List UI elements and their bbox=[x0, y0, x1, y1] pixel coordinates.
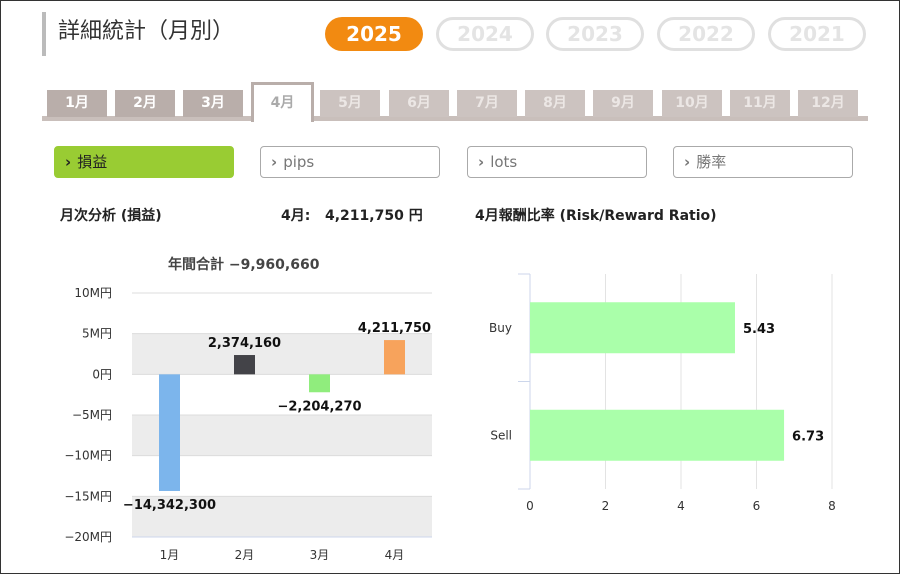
page-title-text: 詳細統計（月別） bbox=[58, 19, 235, 44]
metric-button-label: lots bbox=[490, 153, 518, 171]
bar bbox=[530, 409, 785, 461]
bar bbox=[159, 374, 180, 491]
month-tab-11: 11月 bbox=[730, 90, 790, 117]
metric-button-label: 損益 bbox=[77, 153, 108, 171]
year-tab-3[interactable]: 2022 bbox=[657, 17, 755, 51]
x-tick-label: 2月 bbox=[235, 548, 255, 562]
month-tab-7: 7月 bbox=[457, 90, 517, 117]
y-tick-label: 5M円 bbox=[82, 327, 112, 341]
data-label: −2,204,270 bbox=[277, 399, 361, 414]
current-month-value: 4,211,750 円 bbox=[325, 208, 423, 224]
y-tick-label: −20M円 bbox=[64, 530, 112, 544]
chevron-right-icon: › bbox=[271, 153, 278, 171]
metric-button-label: 勝率 bbox=[696, 153, 727, 171]
metric-button-label: pips bbox=[283, 153, 315, 171]
data-label: 6.73 bbox=[792, 429, 824, 444]
month-tab-3[interactable]: 3月 bbox=[183, 90, 243, 117]
bar bbox=[384, 340, 405, 375]
data-label: 4,211,750 bbox=[358, 321, 431, 336]
x-tick-label: 8 bbox=[828, 499, 836, 513]
month-tab-2[interactable]: 2月 bbox=[115, 90, 175, 117]
x-tick-label: 6 bbox=[753, 499, 761, 513]
month-tab-4[interactable]: 4月 bbox=[251, 82, 314, 122]
plot-band bbox=[132, 496, 432, 537]
bar bbox=[530, 302, 735, 354]
y-tick-label: 10M円 bbox=[74, 286, 112, 300]
month-tab-8: 8月 bbox=[525, 90, 585, 117]
x-tick-label: 2 bbox=[602, 499, 610, 513]
month-tabs-baseline bbox=[42, 116, 868, 121]
y-tick-label: −10M円 bbox=[64, 449, 112, 463]
bar bbox=[234, 355, 255, 375]
chevron-right-icon: › bbox=[684, 153, 691, 171]
y-tick-label: Buy bbox=[489, 321, 512, 335]
metric-button-winrate[interactable]: › 勝率 bbox=[673, 146, 853, 178]
data-label: 2,374,160 bbox=[208, 336, 281, 351]
month-tab-6: 6月 bbox=[389, 90, 449, 117]
annual-total: 年間合計 −9,960,660 bbox=[168, 257, 320, 273]
y-tick-label: −5M円 bbox=[72, 408, 112, 422]
data-label: 5.43 bbox=[743, 322, 775, 337]
y-tick-label: 0円 bbox=[92, 367, 112, 381]
month-tab-10: 10月 bbox=[662, 90, 722, 117]
year-tab-2[interactable]: 2023 bbox=[546, 17, 644, 51]
x-tick-label: 0 bbox=[526, 499, 534, 513]
current-month-label: 4月: bbox=[281, 208, 311, 224]
metric-button-lots[interactable]: › lots bbox=[467, 146, 647, 178]
x-tick-label: 1月 bbox=[160, 548, 180, 562]
plot-band bbox=[132, 415, 432, 456]
year-tab-0[interactable]: 2025 bbox=[325, 17, 423, 51]
monthly-analysis-heading: 月次分析 (損益) bbox=[60, 208, 162, 224]
month-tab-5: 5月 bbox=[320, 90, 380, 117]
year-tab-1[interactable]: 2024 bbox=[436, 17, 534, 51]
metric-button-pips[interactable]: › pips bbox=[260, 146, 440, 178]
rr-heading: 4月報酬比率 (Risk/Reward Ratio) bbox=[475, 208, 717, 224]
year-tab-4[interactable]: 2021 bbox=[768, 17, 866, 51]
month-tab-9: 9月 bbox=[593, 90, 653, 117]
x-tick-label: 4月 bbox=[385, 548, 405, 562]
y-tick-label: Sell bbox=[490, 428, 512, 442]
plot-band bbox=[132, 333, 432, 375]
x-tick-label: 4 bbox=[677, 499, 685, 513]
metric-button-profit[interactable]: › 損益 bbox=[54, 146, 234, 178]
chevron-right-icon: › bbox=[478, 153, 485, 171]
month-tab-1[interactable]: 1月 bbox=[47, 90, 107, 117]
y-tick-label: −15M円 bbox=[64, 489, 112, 503]
chevron-right-icon: › bbox=[65, 153, 72, 171]
month-tab-12: 12月 bbox=[798, 90, 858, 117]
data-label: −14,342,300 bbox=[123, 498, 216, 513]
bar bbox=[309, 374, 330, 393]
x-tick-label: 3月 bbox=[310, 548, 330, 562]
page-title: 詳細統計（月別） bbox=[42, 12, 234, 56]
